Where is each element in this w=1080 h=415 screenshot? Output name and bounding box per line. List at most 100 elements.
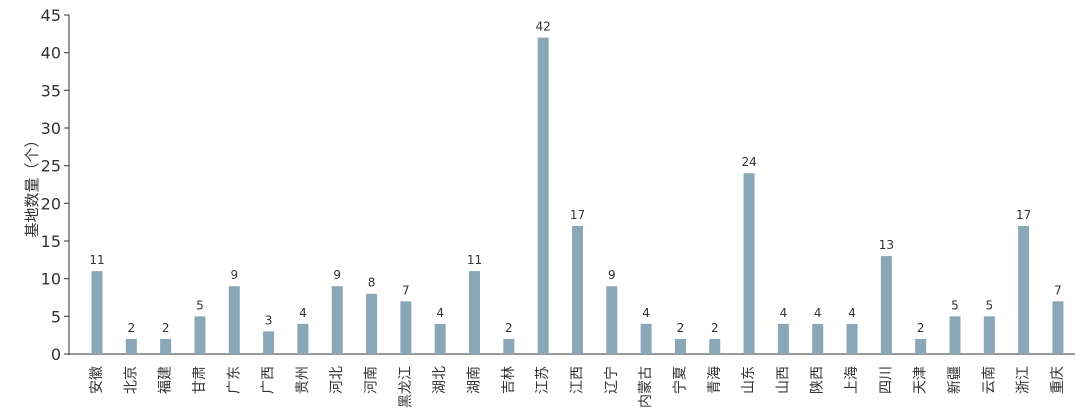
bar-18 — [709, 338, 721, 354]
category-label-21: 陕西 — [810, 366, 826, 394]
y-tick-label: 0 — [51, 345, 61, 364]
category-label-23: 四川 — [878, 366, 894, 394]
data-label-19: 24 — [741, 155, 756, 169]
y-tick-label: 20 — [41, 194, 61, 213]
category-label-15: 辽宁 — [603, 366, 620, 394]
y-tick-label: 5 — [51, 307, 61, 326]
bar-15 — [606, 286, 618, 354]
category-label-1: 北京 — [123, 366, 139, 394]
category-label-11: 湖南 — [467, 366, 483, 394]
bar-0 — [91, 271, 103, 354]
y-tick-label: 10 — [41, 270, 61, 289]
bar-20 — [777, 323, 789, 354]
category-label-22: 上海 — [844, 366, 860, 394]
category-label-0: 安徽 — [89, 366, 105, 394]
bar-25 — [949, 316, 961, 354]
bar-3 — [194, 316, 206, 354]
data-label-12: 2 — [505, 321, 513, 335]
y-tick-label: 45 — [41, 6, 61, 25]
y-tick-label: 30 — [41, 119, 61, 138]
category-label-10: 湖北 — [432, 366, 448, 394]
data-label-18: 2 — [711, 321, 719, 335]
category-label-27: 浙江 — [1016, 366, 1032, 394]
data-label-15: 9 — [608, 268, 616, 282]
bar-16 — [640, 323, 652, 354]
data-label-0: 11 — [89, 253, 104, 267]
data-label-21: 4 — [814, 306, 822, 320]
bar-10 — [434, 323, 446, 354]
data-label-11: 11 — [467, 253, 482, 267]
category-label-8: 河南 — [364, 366, 380, 394]
y-tick-label: 25 — [41, 157, 61, 176]
category-label-26: 云南 — [981, 366, 997, 394]
bar-26 — [983, 316, 995, 354]
bar-17 — [674, 338, 686, 354]
category-label-6: 贵州 — [295, 366, 311, 394]
data-label-28: 7 — [1054, 283, 1062, 297]
bar-9 — [400, 301, 412, 354]
data-label-23: 13 — [879, 238, 894, 252]
category-label-7: 河北 — [329, 366, 345, 394]
data-label-6: 4 — [299, 306, 307, 320]
data-label-24: 2 — [917, 321, 925, 335]
category-label-4: 广东 — [226, 366, 242, 394]
data-label-1: 2 — [127, 321, 135, 335]
bar-27 — [1018, 225, 1030, 354]
data-label-20: 4 — [780, 306, 788, 320]
category-label-13: 江苏 — [535, 366, 551, 394]
y-tick-label: 15 — [41, 232, 61, 251]
data-label-5: 3 — [265, 313, 273, 327]
data-label-2: 2 — [162, 321, 170, 335]
category-label-20: 山西 — [775, 366, 791, 394]
bar-12 — [503, 338, 515, 354]
y-axis-title: 基地数量（个） — [23, 132, 41, 237]
bar-5 — [263, 331, 275, 354]
bar-19 — [743, 173, 755, 354]
data-label-9: 7 — [402, 283, 410, 297]
category-label-14: 江西 — [569, 366, 585, 394]
bar-22 — [846, 323, 858, 354]
category-label-5: 广西 — [261, 366, 277, 394]
category-label-16: 内蒙古 — [638, 366, 654, 408]
data-label-13: 42 — [536, 20, 551, 34]
data-label-4: 9 — [230, 268, 238, 282]
bar-8 — [366, 293, 378, 354]
category-label-18: 青海 — [707, 366, 723, 394]
category-labels: 安徽 北京 福建 甘肃 广东 广西 贵州 河北 河南 黑龙江 湖北 湖南 吉林 江苏 江西 辽宁 内蒙古 宁夏 青海… — [89, 366, 1066, 408]
data-label-25: 5 — [951, 298, 959, 312]
bar-6 — [297, 323, 309, 354]
data-label-10: 4 — [436, 306, 444, 320]
category-label-2: 福建 — [158, 366, 174, 394]
bars — [91, 37, 1064, 354]
data-label-22: 4 — [848, 306, 856, 320]
bar-4 — [228, 286, 240, 354]
data-label-16: 4 — [642, 306, 650, 320]
bar-2 — [160, 338, 172, 354]
category-label-24: 天津 — [913, 366, 929, 394]
category-label-19: 山东 — [741, 366, 757, 394]
bar-23 — [880, 256, 892, 354]
data-label-3: 5 — [196, 298, 204, 312]
bar-21 — [812, 323, 824, 354]
category-label-12: 吉林 — [501, 366, 517, 394]
data-label-26: 5 — [985, 298, 993, 312]
data-label-27: 17 — [1016, 208, 1031, 222]
category-label-9: 黑龙江 — [398, 366, 414, 408]
y-tick-label: 40 — [41, 44, 61, 63]
y-tick-label: 35 — [41, 81, 61, 100]
data-label-17: 2 — [677, 321, 685, 335]
category-label-25: 新疆 — [947, 366, 963, 394]
y-axis-ticks: 0 5 10 15 20 25 30 35 40 45 — [41, 6, 69, 364]
bar-1 — [125, 338, 137, 354]
bar-28 — [1052, 301, 1064, 354]
bar-11 — [469, 271, 481, 354]
bar-24 — [915, 338, 927, 354]
data-label-8: 8 — [368, 276, 376, 290]
category-label-17: 宁夏 — [671, 366, 688, 394]
data-label-7: 9 — [333, 268, 341, 282]
bar-13 — [537, 37, 549, 354]
bar-14 — [571, 225, 583, 354]
data-label-14: 17 — [570, 208, 585, 222]
